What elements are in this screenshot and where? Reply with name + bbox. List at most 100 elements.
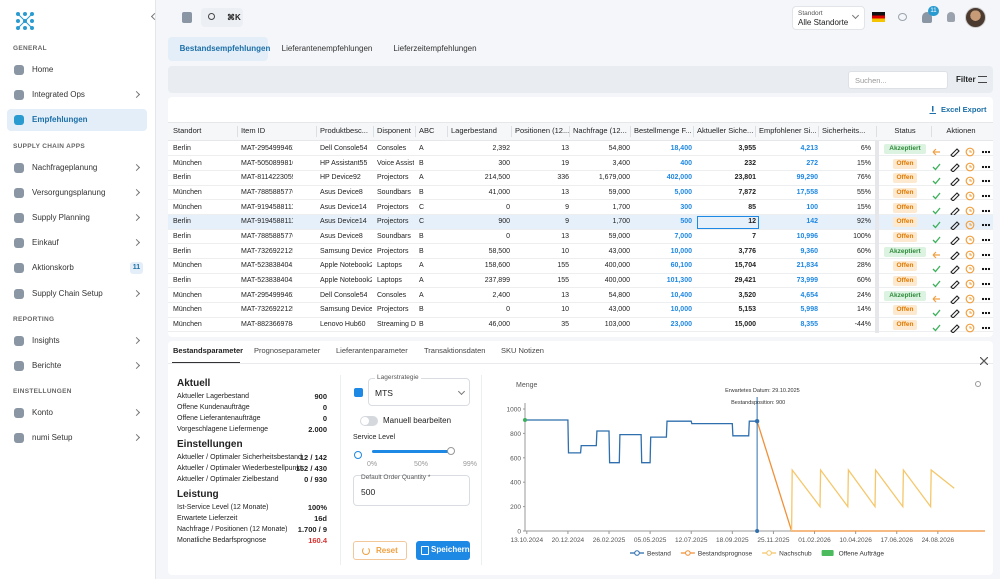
x-tick-label: 25.11.2025 <box>757 537 789 544</box>
sidebar-item[interactable]: Supply Chain Setup <box>32 288 103 298</box>
sidebar-item[interactable]: numi Setup <box>32 433 73 443</box>
sidebar-item[interactable]: Empfehlungen <box>32 115 88 125</box>
row-actions <box>932 173 992 188</box>
action-icons[interactable] <box>932 176 992 188</box>
sidebar-item[interactable]: Nachfrageplanung <box>32 162 98 172</box>
slider-label: 50% <box>413 461 428 468</box>
x-tick-label: 13.10.2024 <box>511 537 544 544</box>
sidebar-item[interactable]: Supply Planning <box>32 213 90 222</box>
save-icon[interactable] <box>182 12 192 23</box>
cell: 400 <box>680 159 692 167</box>
column-divider <box>316 126 317 137</box>
action-icons[interactable] <box>932 220 992 232</box>
action-icons[interactable] <box>932 162 992 173</box>
table-row[interactable] <box>168 230 993 245</box>
cell: MAT-523838404123 <box>241 262 293 270</box>
save-button[interactable]: Speichern <box>416 541 470 560</box>
sidebar-item[interactable]: Integrated Ops <box>32 90 85 100</box>
sidebar-item[interactable]: Konto <box>32 408 53 418</box>
sidebar-item[interactable]: Insights <box>32 335 60 345</box>
table-row[interactable] <box>168 288 993 304</box>
action-icons[interactable] <box>932 147 992 158</box>
sidebar-item[interactable]: Einkauf <box>32 238 59 248</box>
marker-point <box>754 419 760 424</box>
sidebar-item[interactable]: Versorgungsplanung <box>32 187 106 197</box>
eye-icon[interactable] <box>898 13 907 21</box>
status-badge: Offen <box>893 276 917 287</box>
action-icons[interactable] <box>932 323 992 334</box>
action-icons[interactable] <box>932 294 992 305</box>
action-icons[interactable] <box>932 250 992 261</box>
action-icons[interactable] <box>932 235 992 246</box>
checkbox[interactable] <box>354 388 363 397</box>
column-divider <box>415 126 416 137</box>
table-row[interactable] <box>168 318 993 333</box>
detail-tab[interactable]: Prognoseparameter <box>254 346 321 355</box>
cell: C <box>419 218 425 226</box>
table-row[interactable] <box>168 303 993 318</box>
search-button[interactable]: ⌘K <box>201 8 243 27</box>
table-row[interactable] <box>168 142 993 157</box>
param-value: 900 <box>314 392 327 401</box>
series-line <box>756 421 985 532</box>
detail-tab[interactable]: Bestandsparameter <box>173 346 244 355</box>
table-row[interactable] <box>168 274 993 289</box>
cell: Berlin <box>173 145 191 152</box>
cell: 214,500 <box>484 174 510 182</box>
param-value: 0 <box>322 403 327 412</box>
table-row[interactable] <box>168 156 993 171</box>
table-row[interactable] <box>168 171 993 186</box>
search-input[interactable]: Suchen... <box>848 71 948 89</box>
slider-knob[interactable] <box>447 447 455 455</box>
tab[interactable]: Lieferantenempfehlungen <box>281 44 373 53</box>
cell: 0 <box>506 306 510 314</box>
table-row[interactable] <box>168 259 993 274</box>
cell: 7,872 <box>738 189 756 196</box>
tab[interactable]: Lieferzeitempfehlungen <box>393 44 477 53</box>
x-tick-label: 20.12.2024 <box>552 537 585 544</box>
action-icons[interactable] <box>932 279 992 290</box>
param-label: Vorgeschlagene Liefermenge <box>177 426 269 433</box>
column-header: Status <box>894 126 916 135</box>
table-row[interactable] <box>168 200 993 215</box>
cell: Laptops <box>377 277 402 285</box>
bell-icon[interactable] <box>922 12 932 23</box>
y-tick-label: 0 <box>517 529 521 536</box>
action-icons[interactable] <box>932 264 992 276</box>
help-icon[interactable] <box>947 12 955 22</box>
table-row[interactable] <box>168 244 993 259</box>
cell: 23,000 <box>670 321 692 329</box>
reset-button[interactable]: Reset <box>353 541 407 560</box>
excel-export[interactable]: Excel Export <box>941 105 987 114</box>
close-button[interactable] <box>979 352 989 366</box>
action-icons[interactable] <box>932 191 992 202</box>
sidebar-item[interactable]: Home <box>32 65 54 74</box>
location-select[interactable]: Standort Alle Standorte <box>792 6 865 30</box>
slider-icon <box>354 451 362 459</box>
param-label: Erwartete Lieferzeit <box>177 515 238 522</box>
legend-label: Bestandsprognose <box>698 551 753 558</box>
action-icons[interactable] <box>932 308 992 320</box>
tab[interactable]: Bestandsempfehlungen <box>179 44 271 53</box>
table-row[interactable] <box>168 215 993 230</box>
cell: München <box>173 203 202 211</box>
cell: 59,000 <box>608 189 630 196</box>
close-icon[interactable] <box>979 356 989 366</box>
detail-tab[interactable]: Lieferantenparameter <box>336 346 408 355</box>
filter-button[interactable]: Filter <box>956 75 976 84</box>
cell: 5,000 <box>674 189 692 196</box>
avatar[interactable] <box>965 7 986 28</box>
sidebar-icon <box>14 361 24 371</box>
status-badge: Offen <box>893 320 917 331</box>
cell: 35 <box>561 321 569 329</box>
sidebar-item[interactable]: Berichte <box>32 361 62 370</box>
detail-tab[interactable]: SKU Notizen <box>501 346 544 355</box>
table-row[interactable] <box>168 186 993 201</box>
cell: 5,153 <box>738 306 756 314</box>
toggle[interactable] <box>360 416 378 426</box>
doq-input[interactable] <box>353 475 470 506</box>
detail-tab[interactable]: Transaktionsdaten <box>424 346 486 355</box>
sidebar-item[interactable]: Aktionskorb <box>32 263 74 273</box>
row-actions <box>932 232 992 246</box>
x-tick-label: 10.04.2026 <box>839 537 872 544</box>
